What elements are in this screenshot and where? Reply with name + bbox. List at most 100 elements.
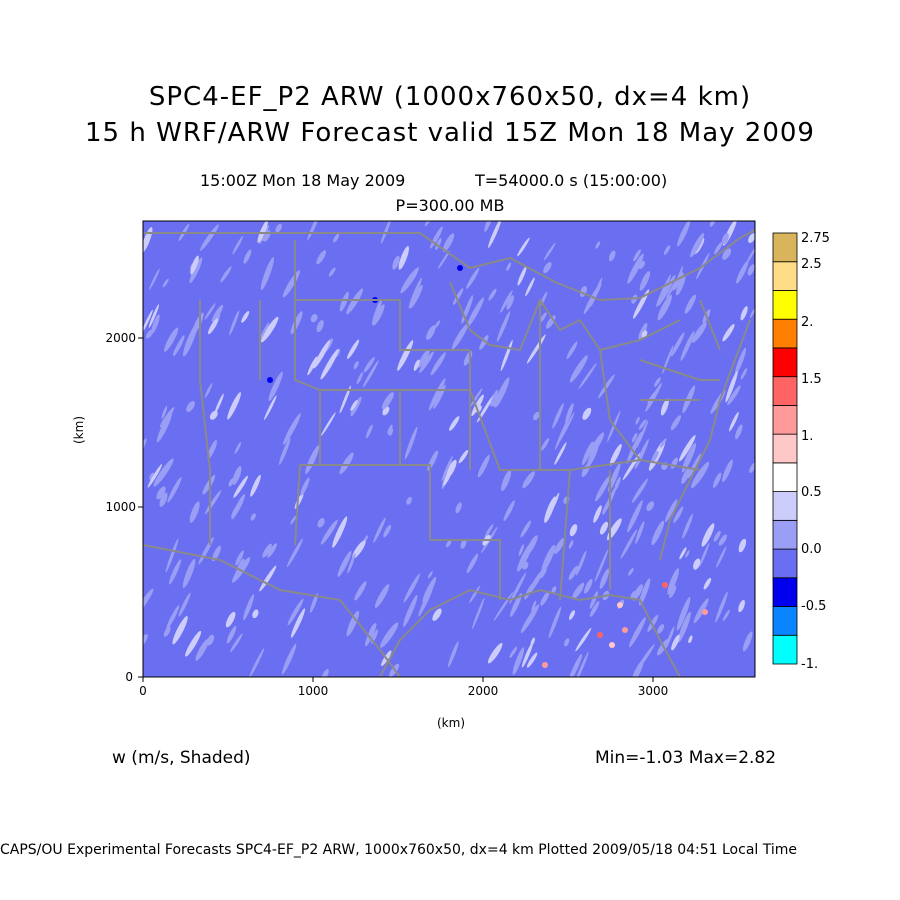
- state-lines-central: [295, 299, 700, 601]
- field-streak: [540, 591, 550, 606]
- field-streak: [670, 415, 682, 431]
- field-streak: [166, 605, 180, 630]
- field-streak: [211, 304, 224, 323]
- field-streak: [575, 550, 587, 576]
- field-streak: [729, 411, 739, 432]
- field-streak: [503, 500, 515, 522]
- field-streak: [687, 453, 702, 479]
- field-streak: [147, 464, 163, 488]
- field-streaks: [143, 221, 755, 677]
- field-streak: [268, 371, 283, 402]
- field-streak: [346, 610, 360, 637]
- field-streak: [727, 385, 741, 406]
- field-streak: [656, 274, 671, 308]
- field-streak: [632, 584, 644, 601]
- field-streak: [638, 322, 648, 340]
- field-streak: [252, 609, 259, 619]
- field-variable-label: w (m/s, Shaded): [112, 748, 251, 768]
- field-streak: [517, 265, 527, 286]
- field-streak: [212, 545, 221, 562]
- field-streak: [337, 550, 352, 577]
- field-streak: [143, 588, 154, 616]
- field-streak: [476, 393, 495, 423]
- field-streak: [207, 440, 217, 459]
- colorbar-swatch: [772, 519, 798, 550]
- field-streak: [651, 520, 665, 546]
- state-lines-west: [199, 240, 431, 546]
- y-tick-label: 2000: [105, 331, 136, 345]
- field-streak: [657, 624, 665, 634]
- field-streak: [578, 362, 597, 390]
- field-streak: [470, 388, 483, 407]
- field-streak: [712, 472, 722, 488]
- field-streak: [688, 635, 693, 644]
- canada-border: [143, 229, 755, 302]
- field-streak: [153, 458, 174, 487]
- field-streak: [225, 611, 236, 628]
- great-lakes: [449, 281, 681, 352]
- field-streak: [442, 233, 455, 253]
- field-streak: [316, 320, 324, 333]
- field-streak: [487, 642, 503, 664]
- x-tick-label: 2000: [468, 684, 499, 698]
- field-streak: [526, 334, 546, 364]
- field-streak: [209, 410, 218, 420]
- field-streak: [660, 438, 667, 448]
- field-streak: [263, 395, 277, 421]
- colorbar-label: 1.5: [801, 372, 822, 387]
- field-streak: [734, 347, 747, 375]
- field-streak: [598, 374, 615, 399]
- field-streak: [435, 237, 442, 251]
- field-streak: [445, 539, 452, 548]
- field-streak: [639, 578, 651, 606]
- field-streak: [633, 249, 641, 262]
- field-streak: [455, 502, 462, 514]
- field-streak: [250, 474, 261, 497]
- field-streak: [740, 306, 748, 321]
- field-streak: [690, 233, 705, 258]
- field-streak: [722, 609, 730, 621]
- x-tick-label: 3000: [638, 684, 669, 698]
- map-frame: [142, 220, 756, 678]
- field-streak: [316, 250, 327, 265]
- field-streak: [501, 470, 512, 491]
- field-streak: [512, 647, 525, 675]
- field-streak: [709, 221, 716, 227]
- valid-time-label: 15:00Z Mon 18 May 2009: [200, 171, 406, 190]
- field-streak: [594, 548, 609, 582]
- colorbar: 2.75 2.5 2. 1.5 1. 0.5 0.0 -0.5 -1.: [772, 231, 830, 672]
- colorbar-swatch: [772, 404, 798, 435]
- field-streak: [214, 393, 224, 414]
- field-streak: [581, 441, 594, 466]
- field-streak: [199, 224, 219, 251]
- field-streak: [418, 584, 434, 617]
- field-streak: [569, 355, 588, 383]
- field-extreme-spot: [457, 265, 463, 271]
- field-streak: [595, 475, 611, 502]
- colorbar-label: -1.: [801, 657, 818, 672]
- field-streak: [229, 310, 240, 336]
- field-streak: [432, 608, 442, 621]
- field-streak: [543, 261, 552, 274]
- field-streak: [722, 324, 735, 342]
- field-streak: [673, 506, 684, 523]
- field-streak: [202, 474, 216, 495]
- field-streak: [374, 584, 390, 608]
- field-streak: [406, 496, 412, 505]
- field-streak: [544, 496, 557, 523]
- field-streak: [332, 516, 348, 548]
- field-streak: [635, 416, 640, 425]
- footer-credits: CAPS/OU Experimental Forecasts SPC4-EF_P…: [0, 842, 798, 858]
- field-streak: [703, 577, 712, 590]
- field-streak: [639, 271, 651, 291]
- field-streak: [305, 445, 320, 475]
- field-streak: [582, 407, 592, 420]
- field-streak: [233, 475, 249, 498]
- field-streak: [145, 329, 153, 339]
- field-streak: [249, 648, 265, 677]
- field-streak: [437, 250, 450, 269]
- field-streak: [571, 582, 585, 600]
- field-streak: [569, 524, 578, 537]
- field-streak: [389, 428, 394, 437]
- colorbar-label: 2.75: [801, 231, 830, 246]
